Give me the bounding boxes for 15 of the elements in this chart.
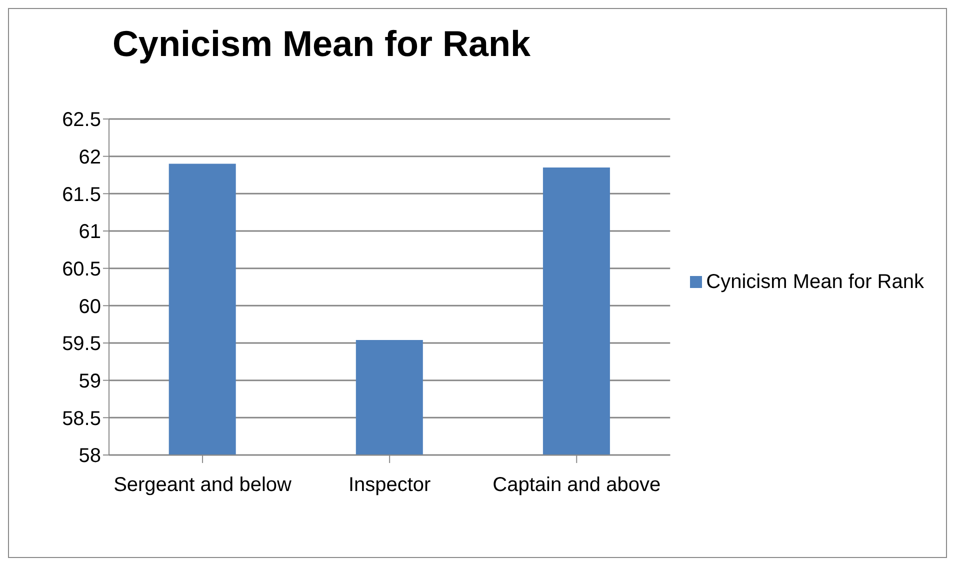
x-tick-label: Inspector [348,474,432,496]
x-tick-label: Sergeant and below [114,474,292,496]
y-tick-label: 60.5 [62,258,101,280]
y-tick-label: 59.5 [62,333,101,356]
y-tick-label: 61 [78,221,101,244]
y-tick-label: 58 [78,445,101,468]
y-tick-label: 58.5 [62,408,101,430]
x-tick-label: Captain and above [492,474,661,496]
y-tick-label: 62 [78,146,101,168]
y-tick-label: 60 [78,296,101,318]
y-tick-label: 61.5 [62,184,101,206]
y-tick-label: 59 [78,370,101,392]
legend-label: Cynicism Mean for Rank [706,270,924,292]
y-tick-label: 62.5 [62,109,101,132]
chart-title: Cynicism Mean for Rank [111,23,532,65]
